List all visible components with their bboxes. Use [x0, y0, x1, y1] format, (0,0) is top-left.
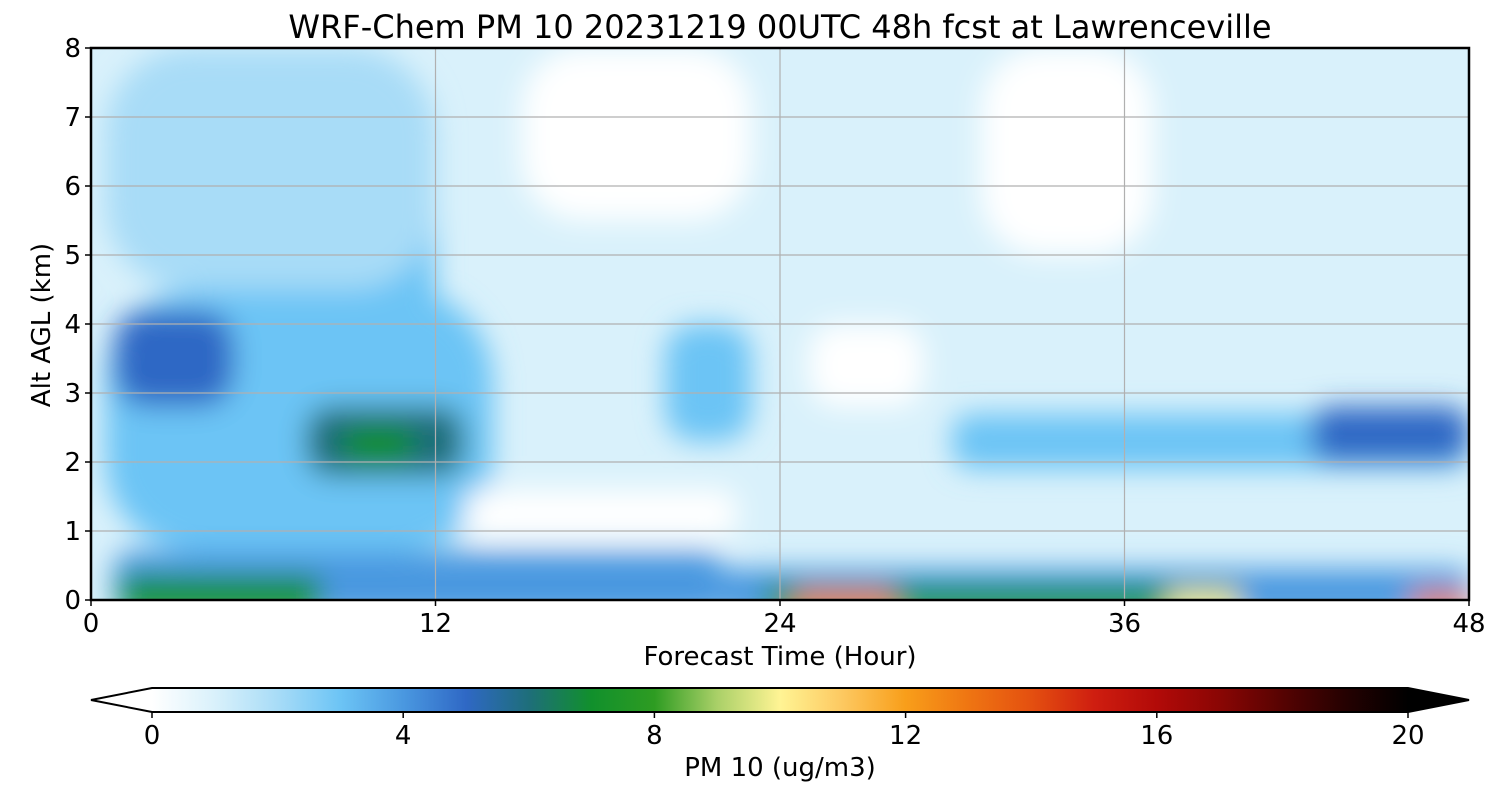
colorbar-tick-label: 4	[395, 721, 412, 751]
colorbar-min-extension	[91, 688, 152, 712]
y-tick-label: 5	[64, 241, 81, 271]
y-tick-label: 4	[64, 310, 81, 340]
y-axis-label: Alt AGL (km)	[27, 243, 57, 407]
field-clean-upper-15-23h	[521, 48, 752, 221]
colorbar-ticks: 0 4 8 12 16 20	[144, 712, 1425, 751]
field-blob-3h-3.5km	[113, 310, 235, 407]
field-upper-left-0-12h	[105, 48, 436, 290]
gridlines	[91, 48, 1469, 600]
y-tick-label: 8	[64, 34, 81, 64]
field-core-10h-2.2km	[343, 427, 413, 462]
x-axis-label: Forecast Time (Hour)	[643, 642, 916, 672]
colorbar-tick-label: 16	[1140, 721, 1173, 751]
field-blob-45h-2.3km	[1311, 406, 1469, 462]
x-tick-label: 0	[83, 609, 100, 639]
colorbar-label: PM 10 (ug/m3)	[684, 753, 876, 783]
colorbar-max-extension	[1408, 688, 1469, 712]
field-clean-upper-31-37h	[980, 48, 1154, 255]
colorbar-tick-label: 8	[646, 721, 663, 751]
x-tick-label: 36	[1108, 609, 1141, 639]
x-axis-ticks: 0 12 24 36 48	[83, 600, 1486, 639]
x-tick-label: 48	[1452, 609, 1485, 639]
colorbar-gradient	[152, 688, 1408, 712]
field-clean-pocket-14-22h	[464, 489, 737, 538]
x-tick-label: 24	[763, 609, 796, 639]
y-tick-label: 2	[64, 448, 81, 478]
colorbar-tick-label: 20	[1391, 721, 1424, 751]
field-surface-max-46-48h	[1411, 593, 1469, 600]
x-tick-label: 12	[419, 609, 452, 639]
field-surface-green-0-8h	[119, 575, 321, 600]
field-surface-max-25-28h	[794, 591, 895, 600]
y-tick-label: 7	[64, 103, 81, 133]
pm10-field	[105, 48, 1469, 600]
field-surface-max-38-40h	[1167, 593, 1240, 600]
y-axis-ticks: 0 1 2 3 4 5 6 7 8	[64, 34, 91, 616]
y-tick-label: 6	[64, 172, 81, 202]
y-tick-label: 1	[64, 517, 81, 547]
field-features	[105, 48, 1469, 600]
y-tick-label: 3	[64, 379, 81, 409]
colorbar: 0 4 8 12 16 20 PM 10 (ug/m3)	[90, 687, 1470, 783]
colorbar-tick-label: 12	[889, 721, 922, 751]
field-clean-3km-26h	[808, 324, 924, 407]
y-tick-label: 0	[64, 586, 81, 616]
plot-area	[89, 46, 1471, 602]
field-plume-21h-3km	[665, 324, 752, 442]
colorbar-tick-label: 0	[144, 721, 161, 751]
chart-title: WRF-Chem PM 10 20231219 00UTC 48h fcst a…	[288, 8, 1271, 46]
